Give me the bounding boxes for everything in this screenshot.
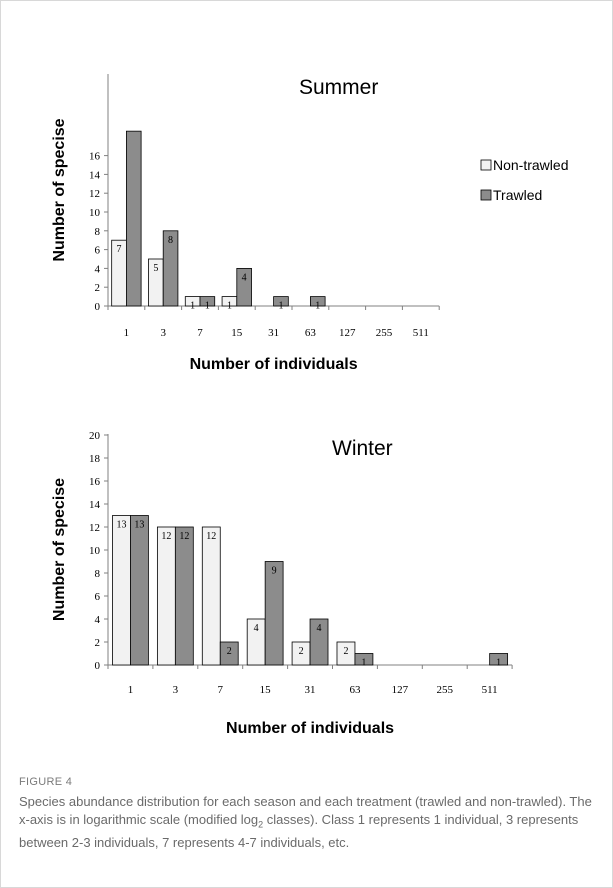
bar-trawled <box>309 296 326 307</box>
chart-title: Winter <box>332 437 393 460</box>
y-tick-label: 14 <box>89 499 101 511</box>
y-tick-label: 4 <box>95 614 101 626</box>
x-tick-label: 63 <box>305 327 317 339</box>
y-axis-title: Number of specise <box>51 118 68 261</box>
x-tick-label: 3 <box>160 327 166 339</box>
x-axis-title: Number of individuals <box>226 720 394 737</box>
data-label: 12 <box>161 531 171 542</box>
x-tick-label: 511 <box>413 327 429 339</box>
bar-trawled <box>126 130 142 307</box>
x-tick-label: 63 <box>349 684 361 696</box>
data-label: 12 <box>206 531 216 542</box>
bar-trawled <box>264 561 284 666</box>
data-label: 1 <box>361 658 366 669</box>
x-tick-label: 31 <box>305 684 316 696</box>
y-tick-label: 8 <box>95 226 101 238</box>
y-tick-label: 2 <box>95 637 101 649</box>
figure-label: FIGURE 4 <box>19 776 73 788</box>
data-label: 9 <box>272 566 277 577</box>
bar-trawled <box>219 641 239 666</box>
data-label: 2 <box>343 646 348 657</box>
legend-swatch-trawled <box>480 189 492 201</box>
bar-non-trawled <box>156 526 176 666</box>
data-label: 7 <box>117 244 122 255</box>
y-tick-label: 14 <box>89 169 101 181</box>
y-tick-label: 10 <box>89 207 101 219</box>
y-tick-label: 2 <box>95 282 101 294</box>
data-label: 12 <box>179 531 189 542</box>
data-label: 2 <box>299 646 304 657</box>
y-tick-label: 12 <box>89 188 100 200</box>
x-tick-label: 31 <box>268 327 279 339</box>
x-tick-label: 255 <box>376 327 393 339</box>
legend-label: Non-trawled <box>493 157 568 173</box>
bar-trawled <box>489 653 509 666</box>
y-tick-label: 16 <box>89 476 101 488</box>
chart-title: Summer <box>299 76 378 99</box>
figure-caption: FIGURE 4 Species abundance distribution … <box>19 776 599 852</box>
y-tick-label: 6 <box>95 591 101 603</box>
x-tick-label: 7 <box>197 327 203 339</box>
y-tick-label: 6 <box>95 245 101 257</box>
y-tick-label: 20 <box>89 430 101 442</box>
y-tick-label: 18 <box>89 453 101 465</box>
data-label: 1 <box>205 301 210 312</box>
x-tick-label: 7 <box>218 684 224 696</box>
y-tick-label: 0 <box>95 660 101 672</box>
x-tick-label: 127 <box>339 327 356 339</box>
data-label: 1 <box>315 301 320 312</box>
data-label: 1 <box>190 301 195 312</box>
bar-non-trawled <box>201 526 221 666</box>
x-tick-label: 3 <box>173 684 179 696</box>
y-tick-label: 0 <box>95 301 101 313</box>
bar-trawled <box>162 230 179 307</box>
caption-subscript: 2 <box>258 819 264 830</box>
legend-swatch-non-trawled <box>480 159 492 171</box>
bar-trawled <box>273 296 289 307</box>
legend-label: Trawled <box>493 187 542 203</box>
data-label: 1 <box>278 301 283 312</box>
bar-trawled <box>309 618 329 666</box>
x-tick-label: 1 <box>128 684 134 696</box>
y-tick-label: 16 <box>89 151 101 163</box>
x-tick-label: 127 <box>392 684 409 696</box>
data-label: 1 <box>227 301 232 312</box>
x-tick-label: 15 <box>260 684 272 696</box>
x-tick-label: 511 <box>482 684 498 696</box>
data-label: 13 <box>134 520 144 531</box>
bar-trawled <box>354 653 374 666</box>
data-label: 13 <box>116 520 126 531</box>
bar-trawled <box>174 526 194 666</box>
y-tick-label: 10 <box>89 545 101 557</box>
bar-trawled <box>130 515 149 666</box>
y-tick-label: 12 <box>89 522 100 534</box>
y-tick-label: 8 <box>95 568 101 580</box>
y-tick-label: 4 <box>95 263 101 275</box>
bar-trawled <box>236 267 252 307</box>
x-tick-label: 1 <box>124 327 130 339</box>
data-label: 4 <box>242 272 247 283</box>
x-axis-title: Number of individuals <box>190 356 358 373</box>
y-axis-title: Number of specise <box>51 478 68 621</box>
caption-text: Species abundance distribution for each … <box>19 793 599 852</box>
x-tick-label: 15 <box>231 327 243 339</box>
bar-non-trawled <box>112 515 131 666</box>
bar-trawled <box>199 296 216 307</box>
data-label: 2 <box>227 646 232 657</box>
caption-text-start: Species abundance distribution for each … <box>19 794 592 827</box>
data-label: 8 <box>168 235 173 246</box>
x-tick-label: 255 <box>437 684 454 696</box>
data-label: 5 <box>153 263 158 274</box>
data-label: 4 <box>317 623 322 634</box>
data-label: 4 <box>254 623 259 634</box>
data-label: 1 <box>496 658 501 669</box>
caption-text-end: classes). Class 1 represents 1 individua… <box>19 812 579 850</box>
